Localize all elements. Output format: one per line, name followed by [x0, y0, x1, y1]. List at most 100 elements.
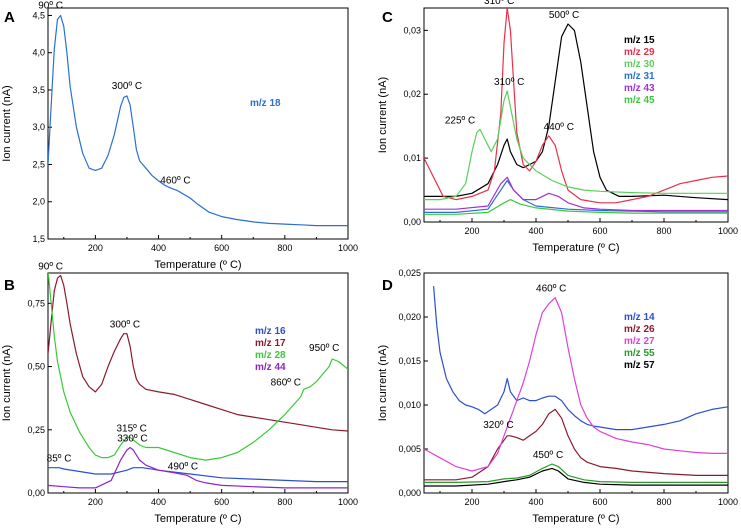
y-tick-label: 0,02: [403, 89, 421, 99]
x-tick-label: 1000: [338, 497, 358, 507]
y-tick-label: 4,0: [32, 48, 45, 58]
x-tick-label: 400: [528, 497, 543, 507]
peak-annotation: 315º C: [117, 423, 147, 434]
legend-item: m/z 43: [624, 83, 655, 94]
y-axis-title: Ion current (nA): [1, 85, 13, 161]
peak-annotation: 330º C: [117, 433, 147, 444]
x-tick-label: 1000: [338, 243, 358, 253]
series-line-m-z-57: [424, 467, 728, 487]
peak-annotation: 90º C: [38, 262, 63, 273]
legend-item: m/z 55: [624, 348, 655, 359]
plot-frame: [47, 272, 349, 494]
legend-item: m/z 57: [624, 360, 655, 371]
x-tick-label: 200: [88, 243, 103, 253]
x-tick-label: 600: [214, 497, 229, 507]
x-tick-label: 400: [151, 243, 166, 253]
series-line-m-z-29: [424, 8, 728, 204]
y-tick-label: 0,020: [398, 312, 421, 322]
y-tick-label: 0,01: [403, 153, 421, 163]
x-tick-label: 200: [88, 497, 103, 507]
y-tick-label: 0,000: [398, 488, 421, 498]
peak-annotation: 950º C: [309, 343, 339, 354]
series-line-m-z-16: [48, 467, 348, 483]
x-axis-title: Temperature (º C): [532, 513, 619, 525]
x-tick-label: 800: [277, 497, 292, 507]
x-tick-label: 600: [592, 226, 607, 236]
series-line-m-z-43: [424, 176, 728, 212]
series-group: [424, 286, 728, 487]
series-line-m-z-31: [424, 179, 728, 213]
legend-item: m/z 27: [624, 336, 655, 347]
y-tick-label: 0,00: [403, 217, 421, 227]
panel-letter: C: [382, 9, 393, 26]
peak-annotation: 85º C: [47, 454, 72, 465]
peak-annotation: 320º C: [483, 420, 513, 431]
series-line-m-z-28: [48, 273, 348, 461]
series-line-m-z-55: [424, 463, 728, 483]
series-line-m-z-45: [424, 199, 728, 215]
series-line-m-z-26: [424, 408, 728, 481]
y-tick-label: 0,005: [398, 444, 421, 454]
y-tick-label: 0,03: [403, 25, 421, 35]
x-tick-label: 600: [592, 497, 607, 507]
plot-frame: [47, 7, 349, 240]
panel-b: B 200 400 600 800 1000 0,00 0,25 0,50 0,75 Tempera…: [1, 262, 358, 525]
x-tick-label: 200: [464, 226, 479, 236]
y-tick-label: 2,5: [32, 159, 45, 169]
y-tick-label: 3,5: [32, 85, 45, 95]
legend-item: m/z 28: [255, 350, 286, 361]
peak-annotation: 310º C: [494, 77, 524, 88]
x-tick-label: 800: [277, 243, 292, 253]
panel-c: C 200 400 600 800 1000 0,00 0,01 0,02 0,03 Tempera…: [377, 0, 738, 254]
plot-frame: [423, 272, 729, 494]
peak-annotation: 460º C: [536, 284, 566, 295]
panel-letter: A: [4, 9, 15, 26]
y-tick-label: 0,75: [27, 298, 45, 308]
series-line-m-z-30: [424, 90, 728, 201]
y-tick-label: 0,015: [398, 356, 421, 366]
series-line-m-z-27: [424, 297, 728, 472]
x-tick-label: 400: [151, 497, 166, 507]
series-line-m-z-44: [48, 446, 348, 489]
x-tick-label: 800: [656, 226, 671, 236]
y-tick-label: 0,025: [398, 268, 421, 278]
series-line-m-z-15: [424, 23, 728, 201]
x-tick-label: 400: [528, 226, 543, 236]
y-tick-label: 1,5: [32, 234, 45, 244]
legend-item: m/z 26: [624, 324, 655, 335]
legend-item: m/z 30: [624, 59, 655, 70]
legend-item: m/z 31: [624, 71, 655, 82]
legend-item: m/z 44: [255, 362, 286, 373]
panel-d: D 200 400 600 800 1000 0,000 0,005 0,010 0,015 0,0…: [377, 268, 738, 525]
peak-annotation: 490º C: [168, 461, 198, 472]
series-line-m-z-18: [48, 14, 348, 227]
legend-item: m/z 15: [624, 35, 655, 46]
legend-item: m/z 45: [624, 95, 655, 106]
series-line-m-z-14: [433, 286, 728, 431]
x-tick-label: 800: [656, 497, 671, 507]
legend-item: m/z 18: [250, 98, 281, 109]
x-tick-label: 600: [214, 243, 229, 253]
plot-frame: [423, 7, 729, 223]
x-tick-label: 1000: [718, 497, 738, 507]
y-tick-label: 0,00: [27, 488, 45, 498]
panel-a: A 200 400 600 800 1000 1,5 2,0 2,5 3,0 3,5 4,0 4,5 Te…: [1, 0, 358, 271]
panel-letter: B: [4, 277, 15, 294]
x-axis-title: Temperature (º C): [154, 513, 241, 525]
peak-annotation: 310º C: [484, 0, 514, 7]
x-tick-label: 200: [464, 497, 479, 507]
y-axis-title: Ion current (nA): [1, 345, 13, 421]
peak-annotation: 450º C: [533, 450, 563, 461]
y-tick-label: 0,010: [398, 400, 421, 410]
series-line-m-z-17: [48, 274, 348, 432]
series-group: [424, 8, 728, 215]
y-axis-title: Ion current (nA): [377, 345, 389, 421]
peak-annotation: 460º C: [160, 176, 190, 187]
legend-item: m/z 17: [255, 338, 286, 349]
y-tick-label: 3,0: [32, 122, 45, 132]
y-tick-label: 0,25: [27, 425, 45, 435]
y-axis-title: Ion current (nA): [377, 77, 389, 153]
series-group: [48, 273, 348, 489]
y-tick-label: 0,50: [27, 362, 45, 372]
